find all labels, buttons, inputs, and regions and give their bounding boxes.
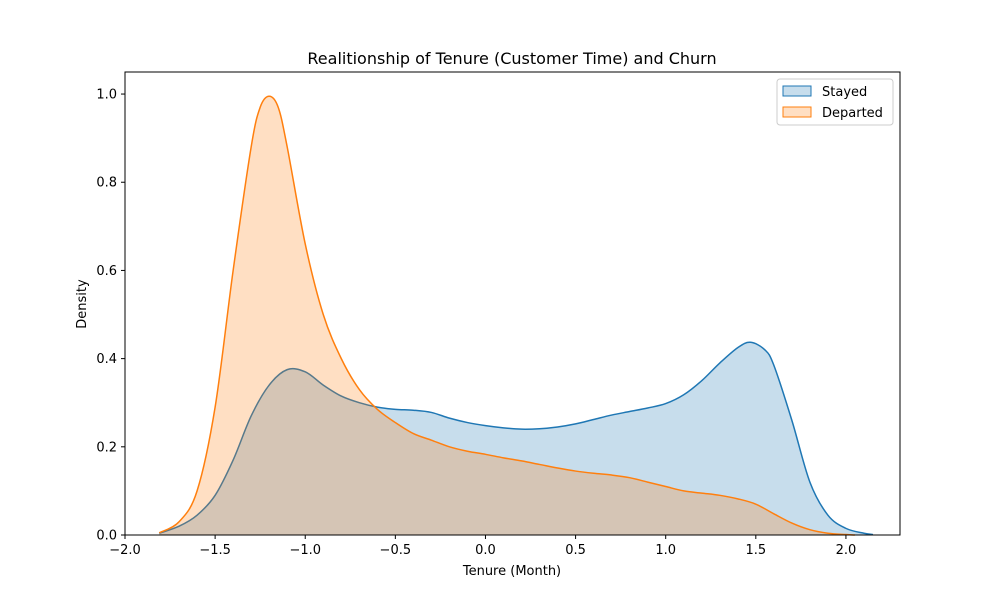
y-tick-label: 0.0 — [96, 529, 117, 544]
legend: Stayed Departed — [776, 78, 894, 126]
x-axis-label: Tenure (Month) — [462, 564, 561, 579]
x-tick-label: −1.0 — [289, 543, 321, 558]
stayed-legend-swatch — [782, 85, 812, 97]
x-tick-label: −2.0 — [109, 543, 141, 558]
y-tick-label: 0.2 — [96, 440, 117, 455]
stayed-legend-label: Stayed — [822, 85, 867, 100]
y-tick-label: 0.6 — [96, 264, 117, 279]
plot-frame — [124, 71, 901, 536]
x-tick-label: 1.0 — [655, 543, 676, 558]
stayed-density-area — [159, 342, 873, 535]
legend-box — [776, 78, 894, 126]
departed-density-line — [158, 95, 855, 536]
x-tick-label: 0.5 — [565, 543, 586, 558]
chart-title: Realitionship of Tenure (Customer Time) … — [307, 49, 716, 68]
x-tick-label: −1.5 — [199, 543, 231, 558]
y-tick-label: 0.4 — [96, 352, 117, 367]
axes: −2.0 −1.5 −1.0 −0.5 0.0 0.5 1.0 1.5 2.0 0.0 0.2 0.4… — [96, 71, 901, 558]
departed-legend-swatch — [782, 106, 812, 118]
departed-density-area — [159, 96, 855, 535]
y-axis-label: Density — [75, 279, 90, 329]
y-tick-label: 0.8 — [96, 176, 117, 191]
x-tick-label: 1.5 — [745, 543, 766, 558]
departed-legend-label: Departed — [822, 106, 883, 121]
x-tick-label: 0.0 — [475, 543, 496, 558]
x-tick-label: −0.5 — [380, 543, 412, 558]
stayed-density-line — [158, 341, 874, 536]
x-tick-label: 2.0 — [836, 543, 857, 558]
plot-area — [158, 95, 874, 536]
y-tick-label: 1.0 — [96, 88, 117, 103]
